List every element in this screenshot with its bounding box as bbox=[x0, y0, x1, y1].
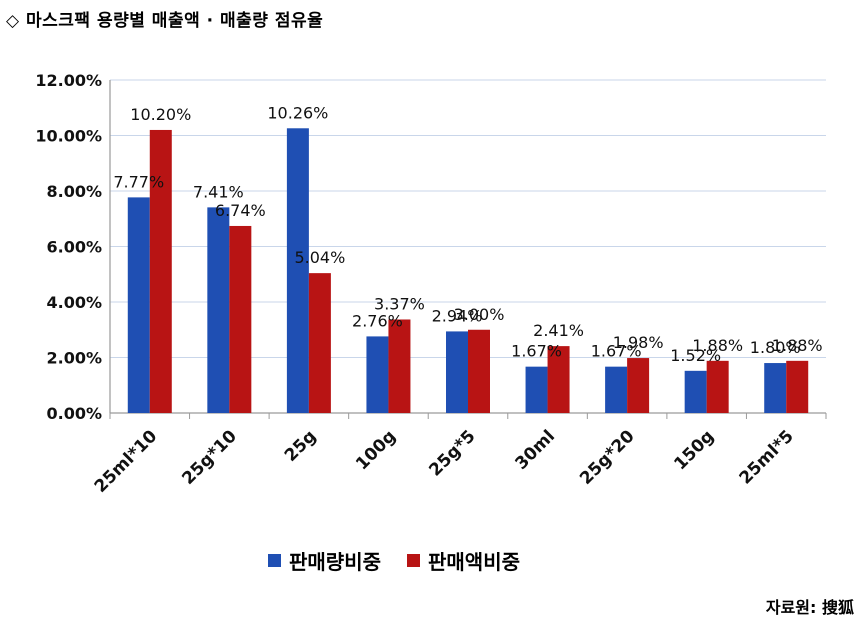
legend: 판매량비중 판매액비중 bbox=[268, 546, 520, 575]
x-tick-label: 25ml*5 bbox=[736, 426, 798, 488]
x-tick-label: 100g bbox=[352, 426, 400, 474]
chart-title: ◇ 마스크팩 용량별 매출액 · 매출량 점유율 bbox=[6, 11, 324, 31]
data-label-sales-volume: 2.94% bbox=[432, 306, 483, 325]
bar-sales-volume bbox=[605, 366, 628, 413]
legend-item-sales-amount: 판매액비중 bbox=[407, 546, 520, 575]
data-label-sales-volume: 10.26% bbox=[267, 103, 328, 122]
y-tick-label: 0.00% bbox=[46, 404, 102, 423]
bar-sales-amount bbox=[149, 129, 172, 413]
x-tick-label: 25g*10 bbox=[178, 426, 241, 489]
y-tick-label: 4.00% bbox=[46, 293, 102, 312]
y-tick-label: 2.00% bbox=[46, 349, 102, 368]
data-label-sales-volume: 1.52% bbox=[670, 346, 721, 365]
data-label-sales-amount: 1.88% bbox=[692, 336, 743, 355]
data-label-sales-amount: 1.98% bbox=[613, 333, 664, 352]
bar-sales-volume bbox=[446, 331, 468, 413]
legend-swatch-sales-amount bbox=[407, 554, 420, 567]
data-label-sales-volume: 2.76% bbox=[352, 311, 403, 330]
x-tick-label: 30ml bbox=[512, 426, 560, 474]
bar-sales-volume bbox=[366, 336, 389, 413]
data-label-sales-amount: 3.00% bbox=[454, 305, 505, 324]
x-tick-label: 150g bbox=[670, 426, 718, 474]
data-label-sales-volume: 1.80% bbox=[750, 338, 801, 357]
bar-sales-volume bbox=[525, 366, 548, 413]
data-label-sales-amount: 5.04% bbox=[294, 248, 345, 267]
bar-sales-amount bbox=[229, 225, 252, 413]
legend-swatch-sales-volume bbox=[268, 554, 281, 567]
y-tick-label: 10.00% bbox=[35, 127, 102, 146]
data-label-sales-volume: 7.41% bbox=[193, 182, 244, 201]
x-tick-label: 25g*20 bbox=[576, 426, 639, 489]
bar-sales-amount bbox=[308, 273, 331, 413]
bar-sales-volume bbox=[286, 128, 309, 413]
x-tick-label: 25g bbox=[281, 426, 320, 465]
source-note: 자료원: 搜狐 bbox=[765, 598, 854, 617]
data-label-sales-volume: 7.77% bbox=[113, 172, 164, 191]
data-label-sales-amount: 1.88% bbox=[772, 336, 823, 355]
y-tick-label: 12.00% bbox=[35, 71, 102, 90]
bar-sales-amount bbox=[468, 329, 490, 413]
bar-sales-amount bbox=[547, 346, 570, 413]
bar-sales-amount bbox=[706, 360, 729, 413]
data-label-sales-amount: 3.37% bbox=[374, 294, 425, 313]
data-label-sales-volume: 1.67% bbox=[511, 342, 562, 361]
data-label-sales-volume: 1.67% bbox=[591, 342, 642, 361]
x-tick-label: 25ml*10 bbox=[91, 426, 162, 497]
bar-sales-amount bbox=[786, 360, 809, 413]
bar-sales-amount bbox=[627, 358, 650, 413]
y-tick-label: 8.00% bbox=[46, 182, 102, 201]
y-tick-label: 6.00% bbox=[46, 238, 102, 257]
data-label-sales-amount: 10.20% bbox=[130, 105, 191, 124]
bar-sales-volume bbox=[684, 370, 707, 413]
bar-sales-volume bbox=[207, 207, 230, 413]
data-label-sales-amount: 2.41% bbox=[533, 321, 584, 340]
bar-sales-volume bbox=[764, 363, 787, 413]
legend-label-sales-volume: 판매량비중 bbox=[289, 550, 381, 574]
data-label-sales-amount: 6.74% bbox=[215, 201, 266, 220]
bar-chart: 0.00% 2.00% 4.00% 6.00% 8.00% 10.00% 12.00% 25m… bbox=[35, 71, 827, 497]
legend-item-sales-volume: 판매량비중 bbox=[268, 546, 381, 575]
bar-sales-amount bbox=[388, 319, 411, 413]
x-tick-label: 25g*5 bbox=[425, 426, 479, 480]
bar-sales-volume bbox=[127, 197, 150, 413]
legend-label-sales-amount: 판매액비중 bbox=[428, 550, 520, 574]
